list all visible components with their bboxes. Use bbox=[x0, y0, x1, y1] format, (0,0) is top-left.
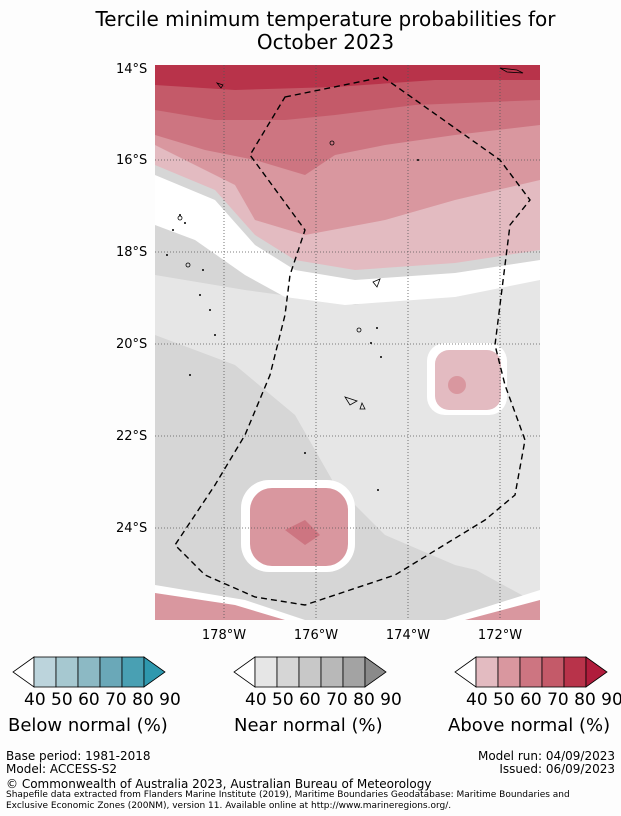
lat-label: 20°S bbox=[116, 337, 148, 352]
colorbar-segment bbox=[320, 656, 344, 688]
colorbar-segment bbox=[121, 656, 145, 688]
small-islets bbox=[166, 159, 419, 491]
near-normal-ticks: 40 50 60 70 80 90 bbox=[245, 690, 402, 710]
shapefile-credit: Shapefile data extracted from Flanders M… bbox=[6, 790, 570, 811]
title-line-1: Tercile minimum temperature probabilitie… bbox=[95, 7, 556, 31]
lon-label: 172°W bbox=[477, 628, 523, 643]
below-normal-ticks: 40 50 60 70 80 90 bbox=[24, 690, 181, 710]
title-line-2: October 2023 bbox=[256, 30, 395, 54]
lon-label: 178°W bbox=[201, 628, 247, 643]
colorbar-segment bbox=[55, 656, 79, 688]
colorbar-segment bbox=[99, 656, 123, 688]
above-80-band bbox=[155, 65, 540, 90]
below-normal-colorbar bbox=[12, 656, 166, 688]
colorbar-under-arrow bbox=[454, 656, 477, 688]
lat-label: 14°S bbox=[116, 62, 148, 77]
base-period: Base period: 1981-2018 bbox=[6, 749, 151, 763]
gridlines bbox=[155, 65, 540, 620]
islands bbox=[177, 67, 524, 410]
colorbar-segment bbox=[519, 656, 543, 688]
lon-label: 174°W bbox=[385, 628, 431, 643]
above-normal-colorbar bbox=[454, 656, 608, 688]
near-normal-label: Near normal (%) bbox=[234, 715, 383, 736]
lat-label: 16°S bbox=[116, 153, 148, 168]
lat-label: 22°S bbox=[116, 429, 148, 444]
above-normal-ticks: 40 50 60 70 80 90 bbox=[466, 690, 621, 710]
colorbar-under-arrow bbox=[12, 656, 35, 688]
map-title: Tercile minimum temperature probabilitie… bbox=[0, 8, 621, 54]
bottom-above-band bbox=[155, 593, 285, 620]
colorbar-over-arrow bbox=[364, 656, 387, 688]
below-normal-label: Below normal (%) bbox=[8, 715, 168, 736]
colorbar-segment bbox=[254, 656, 278, 688]
colorbar-segment bbox=[541, 656, 565, 688]
lon-label: 176°W bbox=[293, 628, 339, 643]
colorbar-segment bbox=[276, 656, 300, 688]
issued-date: Issued: 06/09/2023 bbox=[499, 762, 615, 776]
colorbar-segment bbox=[298, 656, 322, 688]
colorbar-segment bbox=[497, 656, 521, 688]
model-name: Model: ACCESS-S2 bbox=[6, 762, 118, 776]
model-run: Model run: 04/09/2023 bbox=[477, 749, 615, 763]
colorbar-segment bbox=[475, 656, 499, 688]
east-hotspot bbox=[435, 350, 501, 410]
colorbar-segment bbox=[33, 656, 57, 688]
eez-boundary bbox=[174, 76, 531, 606]
copyright: © Commonwealth of Australia 2023, Austra… bbox=[6, 777, 432, 791]
colorbar-over-arrow bbox=[585, 656, 608, 688]
white-band bbox=[155, 175, 540, 305]
colorbar-under-arrow bbox=[233, 656, 256, 688]
lat-label: 24°S bbox=[116, 521, 148, 536]
lat-label: 18°S bbox=[116, 245, 148, 260]
near-normal-colorbar bbox=[233, 656, 387, 688]
colorbar-segment bbox=[342, 656, 366, 688]
colorbar-segment bbox=[563, 656, 587, 688]
probability-map bbox=[155, 65, 540, 620]
above-normal-label: Above normal (%) bbox=[448, 715, 611, 736]
south-hotspot-core bbox=[285, 520, 320, 545]
east-hotspot-core bbox=[448, 376, 466, 394]
bottom-right-above bbox=[465, 600, 540, 620]
colorbar-over-arrow bbox=[143, 656, 166, 688]
colorbar-segment bbox=[77, 656, 101, 688]
